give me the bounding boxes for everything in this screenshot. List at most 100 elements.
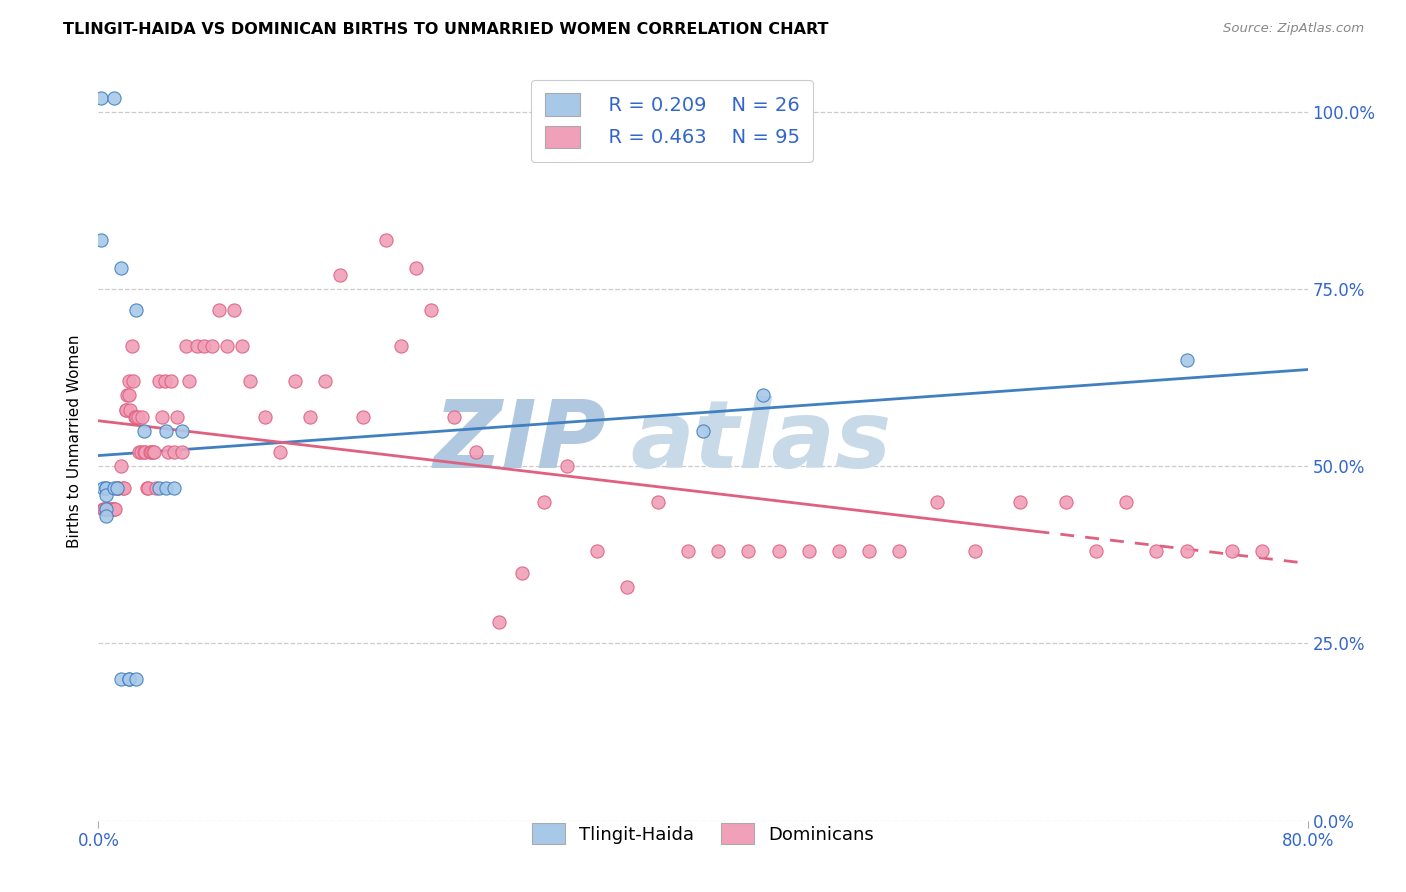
Point (136, 481, 159, 495)
Point (134, 445, 156, 459)
Point (269, 445, 291, 459)
Point (314, 374, 336, 388)
Point (1010, 495, 1032, 509)
Point (118, 374, 141, 388)
Point (231, 339, 253, 353)
Point (737, 544, 759, 558)
Point (148, 374, 170, 388)
Point (828, 544, 851, 558)
Point (125, 409, 148, 424)
Point (94, 481, 117, 495)
Point (114, 402, 136, 417)
Point (94, 508, 117, 523)
Point (104, 501, 127, 516)
Point (352, 409, 374, 424)
Point (145, 481, 167, 495)
Point (676, 544, 699, 558)
Point (510, 566, 533, 580)
Point (927, 495, 949, 509)
Point (488, 615, 510, 630)
Point (103, 91, 125, 105)
Point (156, 445, 179, 459)
Point (94, 488, 117, 502)
Point (186, 339, 208, 353)
Point (768, 544, 790, 558)
Point (124, 409, 146, 424)
Point (163, 445, 186, 459)
Point (224, 303, 246, 318)
Point (105, 481, 128, 495)
Point (1115, 495, 1137, 509)
Point (160, 374, 183, 388)
Point (965, 544, 987, 558)
Point (103, 501, 125, 516)
Point (1251, 544, 1274, 558)
Point (208, 303, 231, 318)
Point (1085, 544, 1108, 558)
Point (555, 459, 578, 474)
Point (193, 339, 215, 353)
Point (118, 672, 141, 686)
Point (110, 459, 132, 474)
Point (166, 409, 188, 424)
Point (122, 374, 145, 388)
Point (142, 445, 165, 459)
Point (101, 501, 124, 516)
Point (647, 495, 669, 509)
Point (443, 409, 465, 424)
Point (692, 424, 714, 438)
Legend: Tlingit-Haida, Dominicans: Tlingit-Haida, Dominicans (523, 814, 883, 854)
Point (105, 481, 128, 495)
Point (118, 672, 141, 686)
Point (150, 409, 173, 424)
Point (155, 481, 177, 495)
Text: Source: ZipAtlas.com: Source: ZipAtlas.com (1223, 22, 1364, 36)
Point (239, 374, 262, 388)
Point (201, 339, 224, 353)
Point (94, 501, 117, 516)
Point (163, 481, 186, 495)
Point (125, 672, 148, 686)
Point (139, 445, 162, 459)
Y-axis label: Births to Unmarried Women: Births to Unmarried Women (67, 334, 83, 549)
Point (1144, 544, 1167, 558)
Point (141, 445, 163, 459)
Point (120, 402, 142, 417)
Point (93, 501, 115, 516)
Point (110, 260, 132, 275)
Point (329, 268, 352, 282)
Text: TLINGIT-HAIDA VS DOMINICAN BIRTHS TO UNMARRIED WOMEN CORRELATION CHART: TLINGIT-HAIDA VS DOMINICAN BIRTHS TO UNM… (63, 22, 828, 37)
Point (858, 544, 880, 558)
Point (94, 481, 117, 495)
Point (98, 501, 121, 516)
Text: ZIP: ZIP (433, 395, 606, 488)
Point (118, 388, 141, 402)
Point (752, 388, 775, 402)
Point (253, 409, 276, 424)
Point (107, 481, 129, 495)
Point (174, 339, 197, 353)
Point (110, 672, 132, 686)
Point (107, 481, 129, 495)
Point (586, 544, 609, 558)
Point (90, 233, 112, 247)
Point (299, 409, 322, 424)
Point (889, 544, 911, 558)
Point (170, 424, 193, 438)
Point (1175, 353, 1198, 368)
Point (96, 501, 118, 516)
Point (155, 424, 177, 438)
Point (129, 445, 152, 459)
Point (374, 233, 396, 247)
Point (215, 339, 238, 353)
Text: atlas: atlas (630, 395, 891, 488)
Point (94, 501, 117, 516)
Point (153, 374, 176, 388)
Point (389, 339, 412, 353)
Point (91, 501, 114, 516)
Point (179, 374, 201, 388)
Point (91, 481, 114, 495)
Point (127, 409, 149, 424)
Point (103, 501, 125, 516)
Point (125, 303, 148, 318)
